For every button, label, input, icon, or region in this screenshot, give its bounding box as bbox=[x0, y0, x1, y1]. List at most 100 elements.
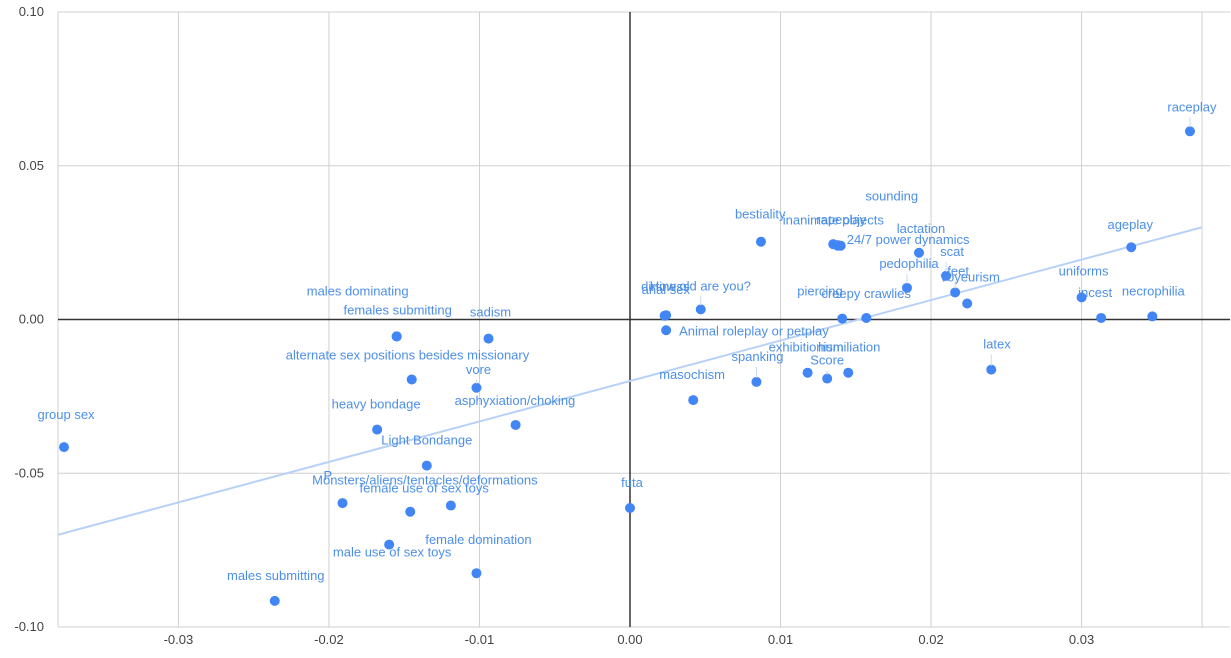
data-point bbox=[625, 502, 635, 513]
data-point-label: How old are you? bbox=[650, 278, 751, 293]
data-point-label: asphyxiation/choking bbox=[455, 393, 576, 408]
data-point bbox=[802, 367, 813, 378]
data-point bbox=[405, 506, 416, 517]
data-point bbox=[483, 333, 494, 344]
data-point-label: pedophilia bbox=[879, 256, 939, 271]
trendline bbox=[57, 226, 1203, 536]
data-point-label: anal sex bbox=[642, 282, 691, 297]
data-point bbox=[941, 270, 952, 281]
points bbox=[59, 126, 1195, 606]
data-point bbox=[914, 247, 925, 258]
tick-labels: -0.03 -0.02 -0.01 0.00 0.01 0.02 0.03 -0.10 -0.0… bbox=[14, 4, 1094, 647]
data-point bbox=[751, 376, 762, 387]
data-point bbox=[471, 568, 482, 579]
data-point-label: futa bbox=[621, 475, 643, 490]
data-point-label: males dominating bbox=[307, 283, 409, 298]
data-point-label: exhibitionism bbox=[769, 340, 844, 355]
data-point-label: males submitting bbox=[227, 568, 325, 583]
data-point bbox=[950, 287, 961, 298]
data-point-label: uniforms bbox=[1059, 263, 1109, 278]
data-point-label: incest bbox=[1078, 285, 1112, 300]
data-point-label: sadism bbox=[470, 305, 511, 320]
data-point bbox=[406, 374, 417, 385]
data-point bbox=[471, 382, 482, 393]
data-point bbox=[843, 367, 854, 378]
data-point-label: P bbox=[323, 468, 332, 483]
y-tick-label: 0.00 bbox=[19, 312, 44, 327]
data-point bbox=[822, 373, 833, 384]
x-tick-label: -0.02 bbox=[314, 632, 344, 647]
data-point-label: ageplay bbox=[1107, 217, 1153, 232]
data-point bbox=[391, 331, 402, 342]
data-point-label: Light Bondange bbox=[381, 433, 472, 448]
data-point-label: female use of sex toys bbox=[360, 481, 490, 496]
data-point bbox=[1126, 242, 1137, 253]
data-point bbox=[986, 364, 997, 375]
y-tick-label: 0.10 bbox=[19, 4, 44, 19]
data-point-label: Monsters/aliens/tentacles/deformations bbox=[312, 473, 538, 488]
data-point-label: inanimate objects bbox=[783, 213, 885, 228]
data-point-label: lactation bbox=[897, 221, 945, 236]
data-point bbox=[861, 312, 872, 323]
data-point bbox=[59, 442, 70, 453]
data-point-label: piercing bbox=[797, 284, 843, 299]
x-tick-label: -0.01 bbox=[465, 632, 495, 647]
point-labels: raceplay ageplay uniforms incest necrophilia… bbox=[37, 99, 1217, 583]
data-point-label: masochism bbox=[659, 367, 725, 382]
data-point bbox=[445, 500, 456, 511]
data-point-label: necrophilia bbox=[1122, 283, 1186, 298]
data-point bbox=[661, 325, 672, 336]
data-point-label: creepy crawlies bbox=[821, 286, 911, 301]
data-point-label: Animal roleplay or petplay bbox=[679, 323, 829, 338]
data-point-label: group sex bbox=[37, 407, 95, 422]
data-point bbox=[962, 298, 973, 309]
data-point-label: rapeplay bbox=[816, 212, 866, 227]
x-tick-label: -0.03 bbox=[164, 632, 194, 647]
data-point-label: dirtiness bbox=[641, 279, 690, 294]
data-point bbox=[901, 282, 912, 293]
data-point-label: vore bbox=[466, 362, 491, 377]
data-point bbox=[1096, 312, 1107, 323]
data-point bbox=[1147, 311, 1158, 322]
data-point bbox=[661, 310, 672, 321]
data-point-label: feet bbox=[947, 263, 969, 278]
y-tick-label: -0.10 bbox=[14, 619, 44, 634]
x-tick-label: 0.00 bbox=[617, 632, 642, 647]
trendline-group bbox=[57, 226, 1203, 536]
data-point-label: male use of sex toys bbox=[333, 545, 452, 560]
data-point-label: heavy bondage bbox=[332, 397, 421, 412]
data-point-label: latex bbox=[983, 337, 1011, 352]
data-point-label: alternate sex positions besides missiona… bbox=[286, 347, 530, 362]
data-point-label: sounding bbox=[865, 189, 918, 204]
data-point bbox=[688, 395, 699, 406]
data-point-label: voyeurism bbox=[941, 270, 1000, 285]
x-tick-label: 0.03 bbox=[1069, 632, 1094, 647]
data-point bbox=[510, 419, 521, 430]
data-point bbox=[1076, 292, 1087, 303]
data-point-label: raceplay bbox=[1167, 99, 1217, 114]
data-point bbox=[337, 498, 348, 509]
data-point-label: spanking bbox=[731, 349, 783, 364]
data-point bbox=[421, 460, 432, 471]
data-point bbox=[384, 539, 395, 550]
data-point bbox=[269, 595, 280, 606]
data-point bbox=[1184, 126, 1195, 137]
data-point bbox=[837, 313, 848, 324]
data-point-label: females submitting bbox=[343, 302, 451, 317]
data-point bbox=[832, 240, 843, 251]
data-point-label: humiliation bbox=[818, 340, 880, 355]
x-tick-label: 0.02 bbox=[918, 632, 943, 647]
data-point-label: 24/7 power dynamics bbox=[847, 232, 970, 247]
y-tick-label: 0.05 bbox=[19, 158, 44, 173]
data-point bbox=[695, 304, 706, 315]
data-point-label: Score bbox=[810, 353, 844, 368]
data-point bbox=[372, 424, 383, 435]
data-point-label: bestiality bbox=[735, 207, 786, 222]
y-tick-label: -0.05 bbox=[14, 465, 44, 480]
axes bbox=[58, 12, 1230, 627]
x-tick-label: 0.01 bbox=[768, 632, 793, 647]
data-point bbox=[755, 236, 766, 247]
data-point-label: scat bbox=[940, 244, 964, 259]
